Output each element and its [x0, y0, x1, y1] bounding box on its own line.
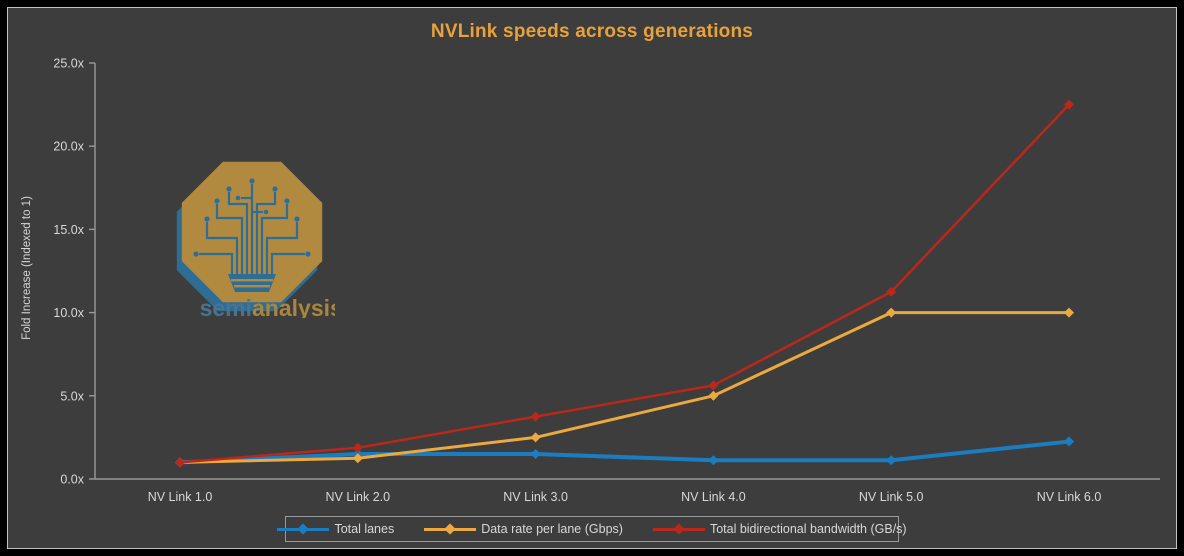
legend-label-total-lanes: Total lanes	[334, 522, 395, 536]
legend-marker-bandwidth	[652, 523, 705, 535]
chart-panel: NVLink speeds across generations Fold In…	[7, 7, 1177, 549]
legend-label-data-rate: Data rate per lane (Gbps)	[481, 522, 623, 536]
legend-item-bandwidth: Total bidirectional bandwidth (GB/s)	[652, 522, 907, 536]
svg-text:10.0x: 10.0x	[53, 306, 84, 320]
legend-item-data-rate: Data rate per lane (Gbps)	[424, 522, 623, 536]
svg-text:NV Link 6.0: NV Link 6.0	[1037, 490, 1102, 504]
logo-text-semi: semi	[200, 295, 252, 318]
semianalysis-logo: semi analysis	[176, 161, 335, 318]
svg-text:NV Link 3.0: NV Link 3.0	[503, 490, 568, 504]
svg-text:NV Link 1.0: NV Link 1.0	[148, 490, 213, 504]
svg-text:NV Link 2.0: NV Link 2.0	[325, 490, 390, 504]
svg-text:25.0x: 25.0x	[53, 57, 84, 71]
chart-legend: Total lanes Data rate per lane (Gbps) To…	[277, 516, 907, 542]
legend-item-total-lanes: Total lanes	[277, 522, 394, 536]
svg-text:5.0x: 5.0x	[60, 389, 84, 403]
svg-text:15.0x: 15.0x	[53, 223, 84, 237]
logo-circuit-dots	[193, 178, 311, 257]
chart-title: NVLink speeds across generations	[430, 21, 754, 42]
svg-text:20.0x: 20.0x	[53, 140, 84, 154]
logo-text-analysis: analysis	[252, 295, 335, 318]
legend-label-bandwidth: Total bidirectional bandwidth (GB/s)	[709, 522, 907, 536]
svg-text:0.0x: 0.0x	[60, 473, 84, 487]
legend-marker-total-lanes	[277, 523, 330, 535]
legend-marker-data-rate	[424, 523, 477, 535]
svg-text:NV Link 4.0: NV Link 4.0	[681, 490, 746, 504]
svg-text:NV Link 5.0: NV Link 5.0	[859, 490, 924, 504]
line-chart: 0.0x 5.0x 10.0x 15.0x 20.0x 25.0x NV Link 1.0 N…	[53, 57, 1160, 504]
logo-lamp-base	[228, 274, 276, 292]
logo-circuit-tree	[199, 184, 305, 274]
